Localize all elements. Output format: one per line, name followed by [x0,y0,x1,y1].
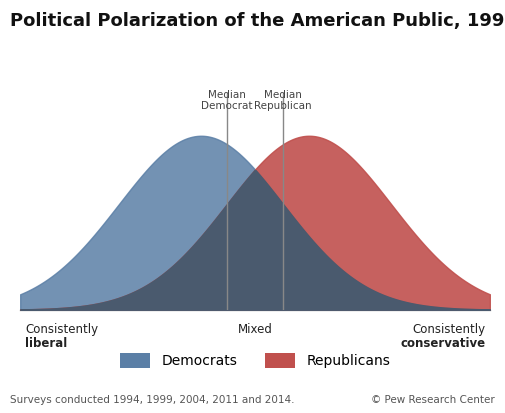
Text: Consistently: Consistently [412,323,485,336]
Text: Median
Republican: Median Republican [255,90,312,111]
Text: Consistently: Consistently [25,323,98,336]
Text: Median
Democrat: Median Democrat [201,90,252,111]
Text: Mixed: Mixed [237,323,273,336]
Text: conservative: conservative [400,337,485,350]
Text: Surveys conducted 1994, 1999, 2004, 2011 and 2014.: Surveys conducted 1994, 1999, 2004, 2011… [10,395,294,405]
Text: © Pew Research Center: © Pew Research Center [371,395,495,405]
Text: liberal: liberal [25,337,67,350]
Text: Political Polarization of the American Public, 1994-2014: Political Polarization of the American P… [10,12,505,31]
Legend: Democrats, Republicans: Democrats, Republicans [114,347,396,373]
